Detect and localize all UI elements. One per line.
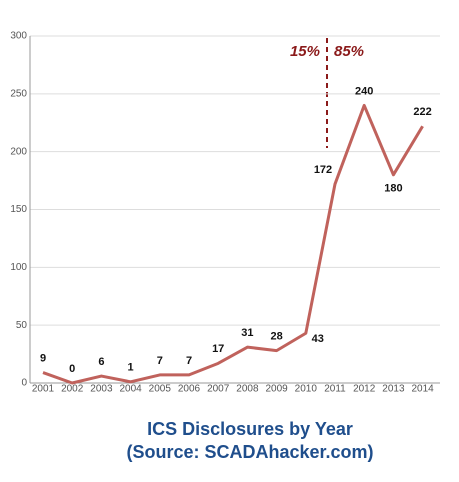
y-tick-label: 250 [10, 88, 27, 99]
y-tick-label: 200 [10, 146, 27, 157]
y-tick-label: 50 [16, 320, 28, 331]
value-label: 7 [186, 355, 192, 367]
y-tick-label: 150 [10, 204, 27, 215]
value-label: 17 [212, 343, 224, 355]
value-label: 31 [241, 327, 253, 339]
y-tick-label: 0 [21, 378, 27, 389]
data-line [42, 103, 424, 385]
x-tick-label: 2006 [178, 384, 201, 395]
value-label: 1 [128, 362, 134, 374]
chart-subtitle: (Source: SCADAhacker.com) [126, 442, 373, 462]
x-tick-label: 2010 [295, 384, 318, 395]
x-tick-label: 2007 [207, 384, 230, 395]
annotation: 85% [334, 43, 364, 60]
chart-title: ICS Disclosures by Year [147, 419, 353, 439]
value-label: 0 [69, 363, 75, 375]
x-tick-label: 2005 [149, 384, 172, 395]
value-label: 6 [98, 356, 104, 368]
value-label: 172 [314, 164, 332, 176]
value-label: 240 [355, 85, 373, 97]
x-tick-label: 2013 [382, 384, 405, 395]
x-tick-label: 2011 [324, 384, 346, 395]
x-tick-label: 2012 [353, 384, 376, 395]
x-tick-label: 2002 [61, 384, 84, 395]
annotation: 15% [290, 43, 320, 60]
x-tick-label: 2014 [411, 384, 434, 395]
y-tick-label: 100 [10, 262, 27, 273]
value-label: 222 [413, 106, 431, 118]
x-tick-label: 2008 [236, 384, 259, 395]
value-label: 7 [157, 355, 163, 367]
x-tick-label: 2001 [32, 384, 55, 395]
value-label: 28 [270, 331, 282, 343]
value-label: 9 [40, 352, 46, 364]
x-tick-label: 2004 [119, 384, 142, 395]
value-label: 180 [384, 183, 402, 195]
x-tick-label: 2009 [265, 384, 288, 395]
value-label: 43 [312, 333, 324, 345]
x-tick-label: 2003 [90, 384, 113, 395]
y-tick-label: 300 [10, 31, 27, 42]
